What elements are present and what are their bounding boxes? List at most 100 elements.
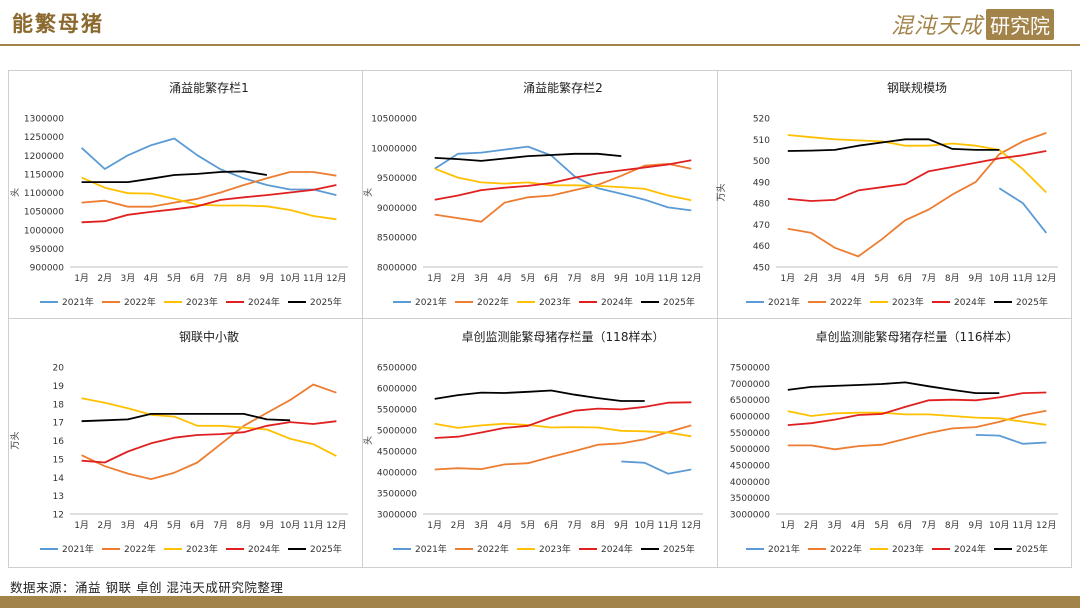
y-tick-label: 8000000 [377, 264, 417, 274]
series-line [434, 401, 692, 439]
legend-label: 2021年 [62, 296, 94, 308]
x-tick-label: 3月 [474, 520, 489, 531]
x-tick-label: 11月 [303, 273, 323, 284]
x-tick-label: 7月 [567, 520, 582, 531]
x-tick-label: 10月 [634, 273, 654, 284]
series-line [434, 422, 692, 438]
legend-label: 2023年 [892, 296, 924, 308]
legend-label: 2023年 [186, 543, 218, 555]
brand-name: 混沌天成 [890, 14, 983, 39]
x-tick-label: 3月 [474, 273, 489, 284]
x-tick-label: 6月 [898, 520, 913, 531]
x-tick-label: 8月 [945, 520, 960, 531]
y-tick-label: 450 [753, 264, 770, 274]
x-tick-label: 5月 [874, 273, 889, 284]
y-tick-label: 15 [53, 455, 64, 465]
series-line [81, 413, 291, 423]
series-line [787, 138, 1000, 152]
chart-title: 卓创监测能繁母猪存栏量（116样本） [816, 329, 1019, 344]
series-line [434, 145, 692, 212]
chart-mysteel-small-farms: 钢联中小散 12 13 14 15 16 17 18 19 20 万头 1月 2月 3月 4月 5月 6月 7月 8… [10, 329, 348, 555]
series-line [434, 424, 692, 471]
x-tick-label: 6月 [898, 273, 913, 284]
x-tick-label: 12月 [326, 273, 346, 284]
header-rule [0, 44, 1080, 46]
legend-label: 2022年 [477, 296, 509, 308]
y-tick-label: 6500000 [730, 396, 770, 406]
y-axis-label: 头 [363, 436, 374, 445]
y-tick-label: 5500000 [377, 406, 417, 416]
x-tick-label: 11月 [658, 273, 678, 284]
y-tick-label: 6000000 [377, 385, 417, 395]
y-tick-label: 9500000 [377, 174, 417, 184]
x-tick-label: 3月 [121, 273, 136, 284]
y-axis-label: 头 [10, 188, 21, 197]
series-line [621, 460, 692, 475]
y-tick-label: 470 [753, 221, 770, 231]
chart-title: 涌益能繁存栏2 [523, 80, 603, 95]
x-tick-label: 12月 [681, 520, 701, 531]
y-tick-label: 4500000 [377, 448, 417, 458]
series-line [81, 176, 337, 221]
series-line [434, 163, 692, 223]
y-tick-label: 510 [753, 136, 770, 146]
y-axis-label: 万头 [716, 183, 727, 201]
y-tick-label: 1300000 [24, 115, 64, 125]
y-tick-label: 460 [753, 242, 770, 252]
x-tick-label: 12月 [326, 520, 346, 531]
legend-label: 2024年 [601, 296, 633, 308]
series-line [81, 171, 337, 208]
legend-label: 2022年 [830, 543, 862, 555]
y-tick-label: 490 [753, 178, 770, 188]
x-tick-label: 9月 [968, 273, 983, 284]
legend-label: 2023年 [186, 296, 218, 308]
x-tick-label: 12月 [681, 273, 701, 284]
chart-title: 卓创监测能繁母猪存栏量（118样本） [462, 329, 665, 344]
series-line [434, 152, 622, 162]
x-tick-label: 8月 [591, 520, 606, 531]
y-tick-label: 1250000 [24, 133, 64, 143]
x-tick-label: 11月 [303, 520, 323, 531]
x-tick-label: 3月 [827, 273, 842, 284]
legend-label: 2021年 [768, 296, 800, 308]
x-tick-label: 12月 [1036, 520, 1056, 531]
legend-label: 2021年 [415, 543, 447, 555]
legend-label: 2024年 [601, 543, 633, 555]
y-tick-label: 5500000 [730, 429, 770, 439]
y-tick-label: 5000000 [377, 427, 417, 437]
x-tick-label: 4月 [497, 273, 512, 284]
x-tick-label: 10月 [989, 273, 1009, 284]
x-tick-label: 8月 [945, 273, 960, 284]
y-tick-label: 20 [53, 364, 65, 374]
x-tick-label: 2月 [97, 520, 112, 531]
series-line [434, 389, 645, 402]
x-tick-label: 6月 [544, 273, 559, 284]
series-line [81, 170, 268, 183]
series-line [81, 383, 337, 480]
chart-zhuochuang-116-sample: 卓创监测能繁母猪存栏量（116样本） 3000000 3500000 4000000 4… [730, 329, 1058, 555]
y-axis-label: 万头 [10, 431, 21, 449]
series-line [434, 159, 692, 201]
legend-label: 2025年 [663, 296, 695, 308]
chart-mysteel-large-farms: 钢联规模场 450 460 470 480 490 500 510 520 万头 1月 2月 3月 4月 5… [716, 80, 1058, 308]
x-tick-label: 4月 [144, 273, 159, 284]
y-tick-label: 14 [53, 474, 65, 484]
y-tick-label: 8500000 [377, 234, 417, 244]
y-tick-label: 3500000 [377, 490, 417, 500]
y-tick-label: 6500000 [377, 364, 417, 374]
legend-label: 2021年 [768, 543, 800, 555]
y-tick-label: 4000000 [377, 469, 417, 479]
x-tick-label: 9月 [614, 273, 629, 284]
series-line [81, 397, 337, 457]
x-tick-label: 5月 [167, 273, 182, 284]
series-line [787, 381, 1000, 394]
x-tick-label: 1月 [74, 520, 89, 531]
legend-label: 2022年 [124, 543, 156, 555]
y-tick-label: 10500000 [371, 115, 417, 125]
panel-divider [717, 70, 718, 568]
y-tick-label: 5000000 [730, 445, 770, 455]
brand-institute: 研究院 [986, 8, 1054, 40]
legend-label: 2025年 [310, 543, 342, 555]
legend-label: 2023年 [539, 296, 571, 308]
y-tick-label: 4500000 [730, 462, 770, 472]
